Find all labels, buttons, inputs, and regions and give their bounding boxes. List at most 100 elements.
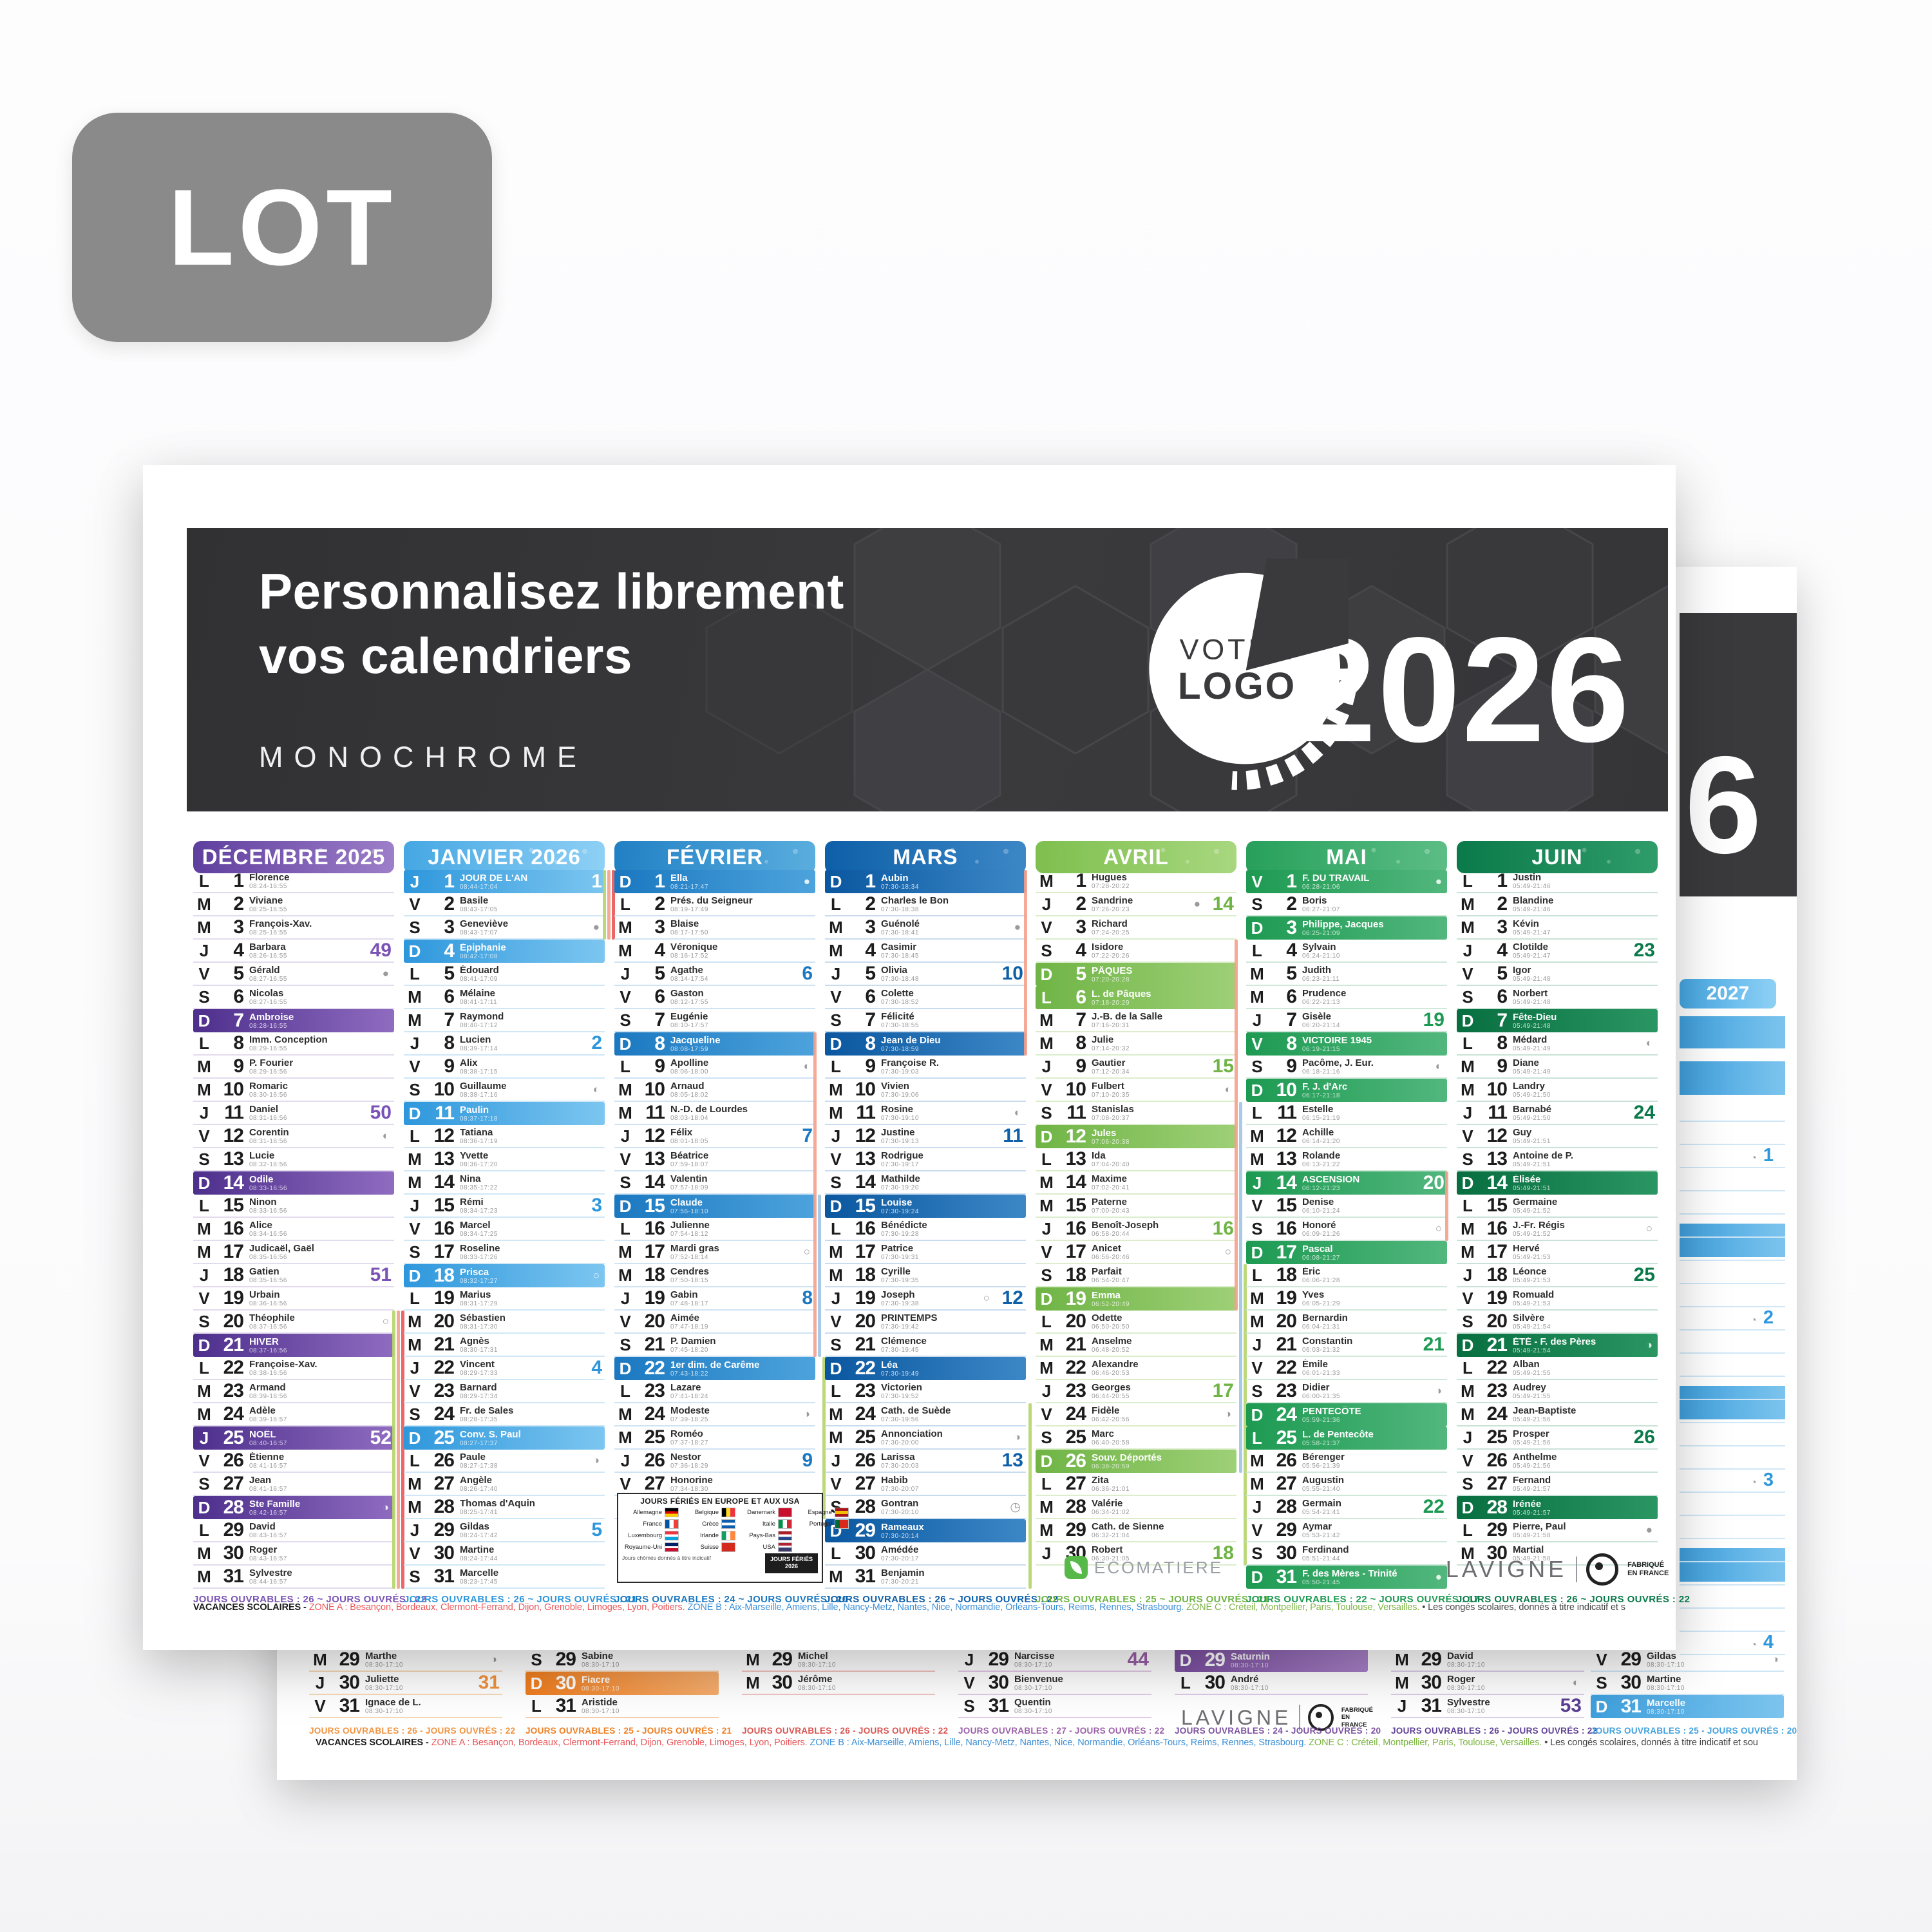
- calendar-day-row: J 14 ASCENSION 06:12-21:23 20: [1246, 1171, 1447, 1195]
- calendar-day-row: V 6 Colette 07:30-18:52: [825, 986, 1026, 1009]
- calendar-day-row: M 13 Yvette 08:36-17:20: [404, 1148, 605, 1171]
- moon-phase-icon: ◑: [1435, 1385, 1442, 1397]
- day-letter: S: [198, 1311, 210, 1331]
- day-number: 7: [654, 1009, 665, 1030]
- day-name-block: Françoise-Xav. 08:38-16:56: [249, 1359, 394, 1377]
- day-saint-name: Emma: [1092, 1290, 1121, 1300]
- sun-times: 08:36-16:56: [249, 1300, 287, 1307]
- day-name-block: Anicet 06:56-20:46: [1092, 1244, 1225, 1261]
- day-saint-name: Odile: [249, 1174, 274, 1184]
- calendar-day-row: M 18 Cendres 07:50-18:15: [614, 1264, 815, 1287]
- back-month-footer: JOURS OUVRABLES : 26 - JOURS OUVRÉS : 22: [742, 1726, 949, 1736]
- calendar-day-row: D 7 Ambroise 08:28-16:55: [193, 1009, 394, 1032]
- moon-phase-icon: ●: [382, 967, 389, 980]
- sun-times: 08:24-17:44: [460, 1555, 498, 1562]
- day-number: 28: [1276, 1496, 1297, 1517]
- calendar-day-row: L 23 Lazare 07:41-18:24: [614, 1380, 815, 1403]
- day-saint-name: Diane: [1513, 1057, 1539, 1068]
- day-name-block: Véronique 08:16-17:52: [670, 942, 815, 960]
- day-letter: V: [830, 987, 842, 1007]
- day-number: 12: [433, 1125, 455, 1146]
- day-name-block: Barnard 08:29-17:34: [460, 1383, 605, 1400]
- day-name-block: Casimir 07:30-18:45: [881, 942, 1026, 960]
- day-name-block: 1er dim. de Carême 07:43-18:22: [670, 1360, 815, 1378]
- calendar-day-row: M 9 P. Fourier 08:29-16:56: [193, 1056, 394, 1079]
- day-number: 11: [856, 1102, 876, 1123]
- legend-column: Belgique Grèce Irlande Suisse: [679, 1508, 735, 1552]
- day-number: 14: [1276, 1172, 1297, 1193]
- moon-phase-icon: ◑: [592, 1454, 600, 1466]
- day-number: 6: [1286, 986, 1297, 1007]
- day-name-block: Léa 07:30-19:49: [881, 1360, 1026, 1378]
- day-letter: M: [197, 1242, 211, 1262]
- day-name-block: Prosper 05:49-21:56: [1513, 1429, 1627, 1446]
- day-name-block: Gontran 07:30-20:10: [881, 1499, 1010, 1516]
- calendar-day-row: M 3 Blaise 08:17-17:50: [614, 916, 815, 940]
- week-number: 15: [1212, 1056, 1234, 1077]
- sun-times: 06:52-20:49: [1092, 1300, 1130, 1308]
- day-number: 11: [224, 1102, 244, 1123]
- sun-times: 08:24-16:55: [249, 882, 287, 890]
- day-saint-name: Olivia: [881, 965, 907, 975]
- day-number: 16: [855, 1218, 876, 1239]
- day-number: 21: [1065, 1334, 1086, 1355]
- day-letter: M: [618, 940, 632, 960]
- day-saint-name: Mathilde: [881, 1173, 920, 1184]
- day-number: 9: [1075, 1056, 1086, 1077]
- day-saint-name: Médard: [1513, 1034, 1548, 1045]
- day-letter: M: [197, 1543, 211, 1563]
- week-number: 18: [1212, 1542, 1234, 1564]
- moon-phase-icon: ○: [1435, 1222, 1442, 1235]
- day-saint-name: Claude: [670, 1197, 703, 1208]
- day-number: 3: [654, 916, 665, 938]
- day-letter: S: [620, 1334, 631, 1354]
- sun-times: 08:32-16:56: [249, 1160, 287, 1168]
- back-day-row: D 31 Marcelle 08:30-17:10: [1591, 1695, 1784, 1718]
- calendar-day-row: M 12 Achille 06:14-21:20: [1246, 1125, 1447, 1148]
- calendar-day-row: S 20 Silvère 05:49-21:54: [1457, 1311, 1658, 1334]
- vacation-zone-stripe: [822, 1357, 826, 1519]
- month-column: JANVIER 2026 J 1 JOUR DE L'AN 08:44-17:04 1 V 2…: [404, 841, 637, 1605]
- day-letter: L: [1252, 940, 1262, 960]
- day-name-block: Paule 08:27-17:38: [460, 1452, 593, 1470]
- day-saint-name: Paterne: [1092, 1197, 1128, 1207]
- day-number: 10: [1276, 1079, 1297, 1101]
- day-letter: D: [1040, 1289, 1053, 1309]
- day-letter: M: [618, 1103, 632, 1122]
- italie-flag-icon: [778, 1519, 792, 1529]
- sun-times: 08:34-16:56: [249, 1230, 287, 1238]
- day-saint-name: Constantin: [1302, 1336, 1353, 1346]
- vacation-zone-stripe: [612, 870, 615, 940]
- day-letter: L: [831, 1381, 841, 1401]
- calendar-day-row: J 25 NOËL 08:40-16:57 52: [193, 1426, 394, 1450]
- day-number: 4: [865, 940, 876, 961]
- day-name-block: Fulbert 07:10-20:35: [1092, 1081, 1225, 1099]
- day-name-block: Jacqueline 08:08-17:59: [670, 1036, 815, 1053]
- legend-country-name: Royaume-Uni: [624, 1544, 662, 1551]
- sun-times: 07:30-19:13: [881, 1137, 919, 1145]
- day-name-block: Narcisse 08:30-17:10: [1014, 1651, 1121, 1669]
- sun-times: 08:24-17:42: [460, 1531, 498, 1539]
- calendar-day-row: M 16 Alice 08:34-16:56: [193, 1218, 394, 1241]
- calendar-day-row: J 5 Agathe 08:14-17:54 6: [614, 963, 815, 986]
- day-name-block: Florence 08:24-16:55: [249, 873, 394, 890]
- day-saint-name: ÉTÉ - F. des Pères: [1513, 1336, 1596, 1347]
- day-number: 18: [433, 1265, 455, 1286]
- day-number: 5: [1286, 963, 1297, 984]
- day-letter: L: [620, 1056, 630, 1076]
- month-header: JANVIER 2026: [404, 841, 605, 873]
- sun-times: 08:27-16:55: [249, 998, 287, 1006]
- day-name-block: Blandine 05:49-21:46: [1513, 896, 1658, 913]
- day-letter: D: [1040, 964, 1053, 984]
- day-number: 16: [644, 1218, 665, 1239]
- day-number: 18: [1065, 1264, 1086, 1285]
- sun-times: 06:10-21:24: [1302, 1207, 1340, 1215]
- day-saint-name: Alix: [460, 1057, 478, 1068]
- day-saint-name: Fernand: [1513, 1475, 1551, 1485]
- day-name-block: ASCENSION 06:12-21:23: [1302, 1175, 1416, 1192]
- calendar-day-row: M 27 Augustin 05:55-21:40: [1246, 1473, 1447, 1496]
- day-number: 25: [644, 1426, 665, 1448]
- moon-phase-icon: ◐: [1224, 1083, 1231, 1095]
- day-saint-name: Barnabé: [1513, 1104, 1552, 1114]
- day-number: 26: [223, 1450, 244, 1471]
